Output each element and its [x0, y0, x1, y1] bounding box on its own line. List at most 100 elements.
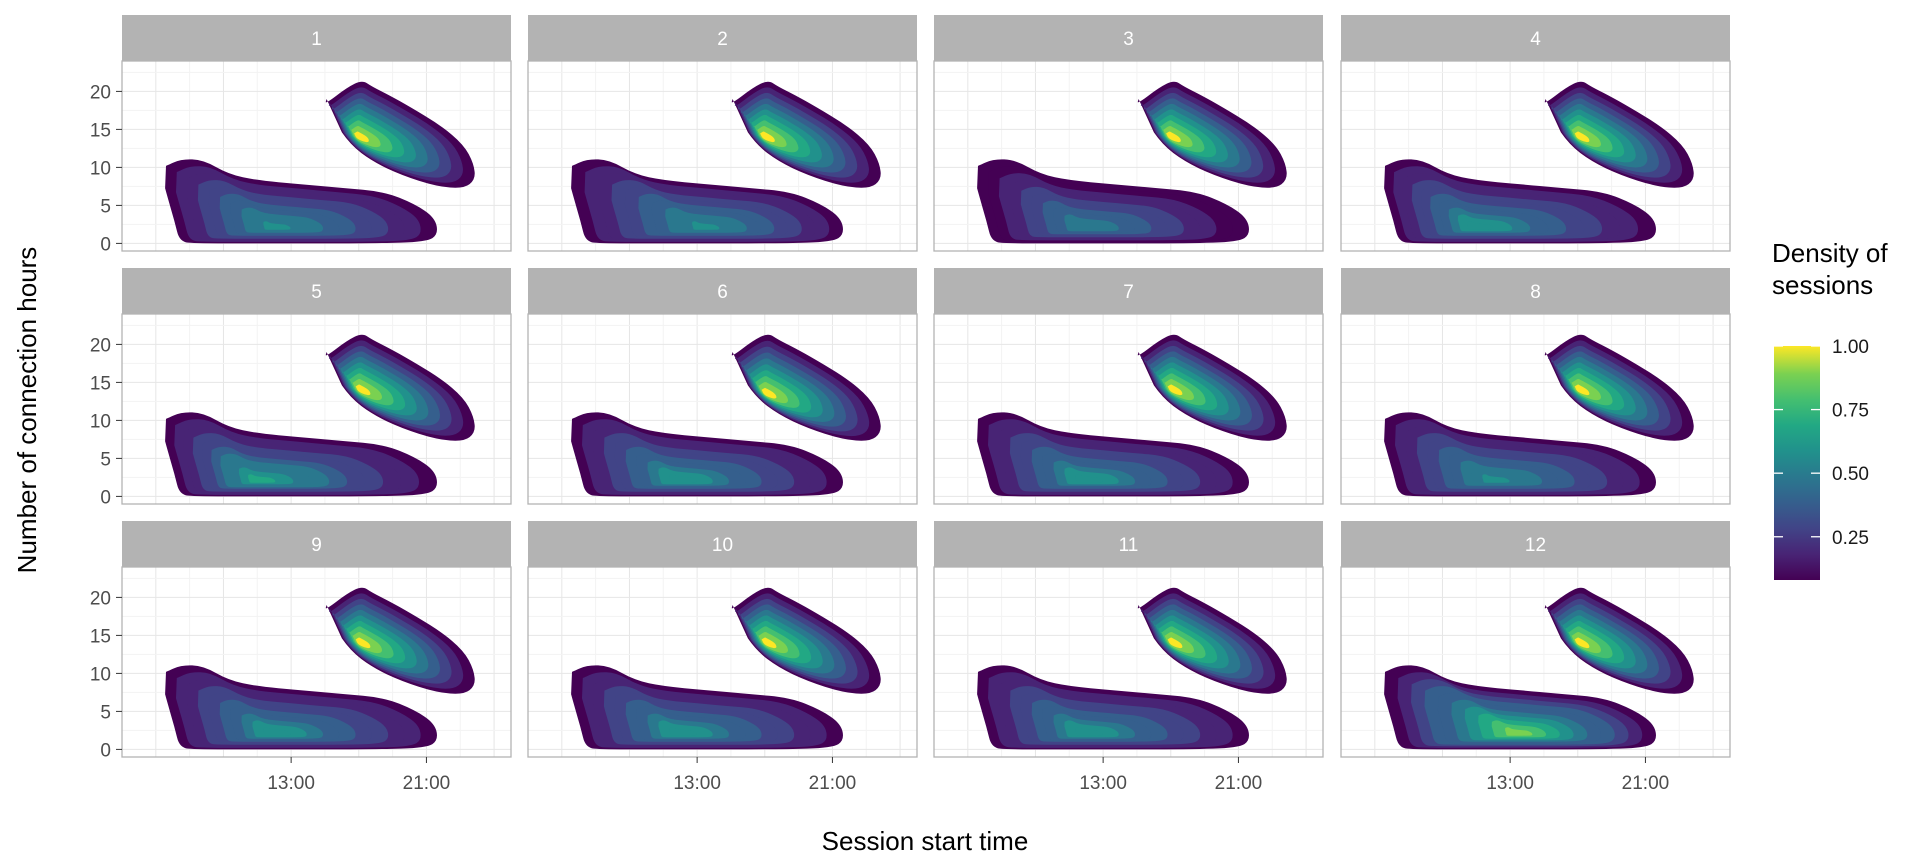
night-density-level-10 [1075, 474, 1103, 483]
facet-strip [122, 268, 511, 314]
night-density-level-10 [263, 727, 291, 736]
facet-strip [1341, 268, 1730, 314]
facet-strip [934, 15, 1323, 61]
night-density-level-9 [678, 214, 734, 232]
y-tick-label: 15 [90, 373, 111, 394]
facet-panel: 12 [1340, 521, 1731, 758]
x-tick-label: 21:00 [1215, 773, 1263, 794]
density-contours [977, 334, 1287, 497]
x-tick-label: 21:00 [809, 773, 857, 794]
density-contours [571, 587, 881, 750]
panel-border [1340, 313, 1731, 505]
day-density-level-10 [761, 387, 777, 399]
day-density-level-10 [1574, 131, 1590, 143]
legend: Density of sessions 1.00 0.75 0.50 0.25 [1772, 238, 1888, 580]
facet-strip-label: 10 [712, 535, 733, 556]
facet-panel: 10 [527, 521, 918, 758]
y-tick-label: 10 [90, 158, 111, 179]
legend-label: 0.50 [1832, 464, 1869, 485]
y-tick-label: 20 [90, 335, 111, 356]
density-contours [1384, 81, 1694, 244]
x-tick-label: 21:00 [1622, 773, 1670, 794]
facet-strip-label: 8 [1530, 282, 1541, 303]
x-tick-label: 13:00 [267, 773, 315, 794]
facet-strip-label: 1 [311, 29, 322, 50]
facet-strip [122, 15, 511, 61]
legend-label: 0.25 [1832, 528, 1869, 549]
day-density-level-10 [761, 637, 777, 649]
night-density-level-10 [1505, 727, 1533, 736]
day-density-level-10 [1167, 637, 1183, 649]
night-density-level-10 [263, 221, 291, 230]
density-contours [977, 81, 1287, 244]
facet-strip [934, 268, 1323, 314]
facet-strip [122, 521, 511, 567]
facet-strip-label: 4 [1530, 29, 1541, 50]
density-contours [1384, 587, 1694, 750]
night-density-level-10 [1075, 221, 1103, 230]
facet-panel: 6 [527, 268, 918, 505]
legend-label: 0.75 [1832, 401, 1869, 422]
panel-border [121, 566, 512, 758]
x-tick-label: 13:00 [1486, 773, 1534, 794]
panel-border [933, 313, 1324, 505]
density-contours [165, 587, 475, 750]
legend-label: 1.00 [1832, 337, 1869, 358]
facet-panel: 9 0 5 10 15 20 [90, 521, 512, 761]
night-density-level-10 [1467, 221, 1495, 230]
density-contours [977, 587, 1287, 750]
facet-strip-label: 6 [717, 282, 728, 303]
x-tick-label: 13:00 [1079, 773, 1127, 794]
facet-strip [934, 521, 1323, 567]
facet-strip-label: 11 [1119, 535, 1139, 556]
y-tick-label: 15 [90, 120, 111, 141]
facet-strip [528, 15, 917, 61]
night-density-level-10 [669, 474, 697, 483]
facet-strip-label: 7 [1123, 282, 1134, 303]
legend-title-line-1: Density of [1772, 238, 1888, 268]
panel-border [933, 60, 1324, 252]
facet-panel: 11 [933, 521, 1324, 758]
day-density-level-10 [1165, 131, 1181, 143]
panel-border [527, 566, 918, 758]
y-tick-label: 20 [90, 82, 111, 103]
day-density-level-10 [1574, 637, 1590, 649]
y-tick-label: 5 [100, 702, 111, 723]
facet-strip-label: 2 [717, 29, 728, 50]
facet-strip-label: 12 [1525, 535, 1546, 556]
day-density-level-10 [759, 131, 775, 143]
y-tick-label: 20 [90, 588, 111, 609]
y-tick-label: 0 [100, 234, 111, 255]
day-density-level-10 [1167, 384, 1183, 396]
facet-strip-label: 3 [1123, 29, 1134, 50]
density-contours [165, 334, 475, 497]
y-tick-label: 5 [100, 196, 111, 217]
facet-panel: 2 [527, 15, 918, 252]
panel-border [527, 313, 918, 505]
density-contours [571, 334, 881, 497]
x-tick-label: 13:00 [673, 773, 721, 794]
facet-strip [528, 521, 917, 567]
night-density-level-9 [1491, 720, 1547, 738]
panel-border [933, 566, 1324, 758]
y-tick-label: 10 [90, 411, 111, 432]
facet-panel: 8 [1340, 268, 1731, 505]
facet-strip [1341, 521, 1730, 567]
panel-border [1340, 566, 1731, 758]
y-axis-title: Number of connection hours [12, 247, 42, 574]
x-axis-title: Session start time [822, 826, 1029, 856]
density-contours [1384, 334, 1694, 497]
x-tick-label: 21:00 [403, 773, 451, 794]
night-density-level-10 [1075, 727, 1103, 736]
panel-border [1340, 60, 1731, 252]
y-tick-label: 10 [90, 664, 111, 685]
day-density-level-10 [1574, 384, 1590, 396]
facet-panel: 3 [933, 15, 1324, 252]
facet-strip [528, 268, 917, 314]
x-axis-ticks: 13:00 21:00 13:00 21:00 13:00 21:00 13:00 21:00 [267, 757, 1669, 794]
facet-panel: 7 [933, 268, 1324, 505]
facet-strip [1341, 15, 1730, 61]
